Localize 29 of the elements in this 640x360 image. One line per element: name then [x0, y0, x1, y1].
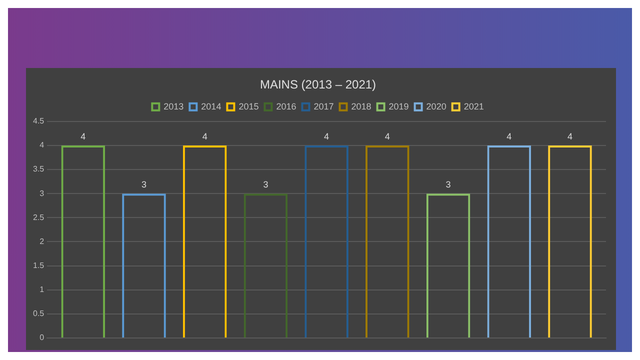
y-tick-label: 4.5	[32, 116, 45, 126]
legend-label: 2021	[464, 101, 484, 112]
y-tick-label: 1.5	[32, 261, 45, 270]
data-label: 4	[80, 131, 86, 142]
legend-label: 2020	[426, 101, 446, 112]
legend-label: 2014	[201, 101, 222, 112]
data-label: 4	[506, 131, 512, 142]
y-tick-label: 0	[40, 333, 45, 342]
legend-label: 2016	[276, 101, 296, 112]
data-label: 4	[202, 131, 208, 142]
y-tick-label: 1	[40, 285, 45, 294]
data-label: 4	[324, 131, 330, 142]
data-label: 4	[567, 131, 572, 142]
y-tick-label: 2	[40, 236, 45, 246]
data-label: 3	[141, 180, 146, 190]
chart-title: MAINS (2013 – 2021)	[260, 78, 376, 92]
data-label: 3	[263, 180, 268, 190]
y-tick-label: 3	[40, 188, 45, 198]
y-tick-label: 4	[40, 140, 45, 150]
legend-label: 2019	[388, 101, 409, 112]
legend-label: 2018	[351, 101, 372, 112]
legend-label: 2013	[164, 101, 184, 112]
y-tick-label: 2.5	[32, 212, 45, 222]
data-label: 4	[384, 131, 390, 142]
data-label: 3	[446, 180, 451, 190]
legend-label: 2017	[314, 101, 334, 112]
legend-label: 2015	[238, 101, 259, 112]
y-tick-label: 3.5	[32, 164, 45, 174]
y-tick-label: 0.5	[32, 309, 45, 318]
